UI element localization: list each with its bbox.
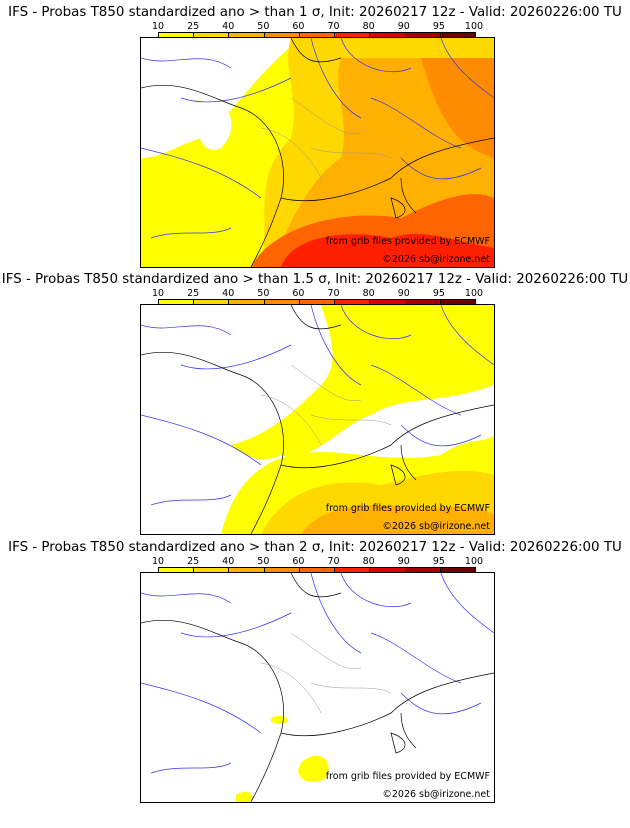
- colorbar-tick: 100: [464, 556, 484, 567]
- colorbar-tick: 95: [432, 288, 445, 299]
- colorbar-tick: 10: [151, 556, 165, 567]
- colorbar-tick: 50: [257, 556, 270, 567]
- colorbar-tick: 70: [327, 288, 340, 299]
- colorbar-tick: 95: [432, 21, 445, 32]
- source-credit: from grib files provided by ECMWF: [325, 771, 490, 782]
- colorbar-tick: 70: [327, 21, 340, 32]
- colorbar-tick: 25: [187, 21, 200, 32]
- map-panel: IFS - Probas T850 standardized ano > tha…: [0, 540, 630, 808]
- colorbar-tick: 90: [397, 21, 410, 32]
- map-title: IFS - Probas T850 standardized ano > tha…: [1, 272, 629, 287]
- colorbar-tick: 25: [187, 288, 200, 299]
- colorbar-ticks: 10 25 40 50 60 70 80 90 95 100: [152, 556, 483, 567]
- colorbar-tick: 100: [464, 288, 484, 299]
- colorbar-ticks: 10 25 40 50 60 70 80 90 95 100: [152, 21, 483, 32]
- colorbar-tick: 90: [397, 556, 410, 567]
- colorbar-tick: 40: [222, 21, 235, 32]
- map-title: IFS - Probas T850 standardized ano > tha…: [8, 5, 622, 20]
- colorbar-ticks: 10 25 40 50 60 70 80 90 95 100: [152, 288, 483, 299]
- source-credit: from grib files provided by ECMWF: [325, 236, 490, 247]
- source-credit: from grib files provided by ECMWF: [325, 503, 490, 514]
- colorbar-tick: 60: [292, 556, 305, 567]
- colorbar-tick: 50: [257, 288, 270, 299]
- colorbar-tick: 25: [187, 556, 200, 567]
- probability-map: from grib files provided by ECMWF ©2026 …: [140, 304, 495, 535]
- probability-map: from grib files provided by ECMWF ©2026 …: [140, 37, 495, 268]
- colorbar-tick: 80: [362, 21, 375, 32]
- colorbar-tick: 10: [151, 288, 165, 299]
- map-graphic: [141, 38, 494, 267]
- colorbar-tick: 10: [151, 21, 165, 32]
- colorbar-tick: 40: [222, 288, 235, 299]
- colorbar-tick: 95: [432, 556, 445, 567]
- colorbar-tick: 40: [222, 556, 235, 567]
- copyright-credit: ©2026 sb@irizone.net: [382, 521, 490, 532]
- probability-map: from grib files provided by ECMWF ©2026 …: [140, 572, 495, 803]
- map-graphic: [141, 573, 494, 802]
- colorbar-tick: 100: [464, 21, 484, 32]
- map-panel: IFS - Probas T850 standardized ano > tha…: [0, 272, 630, 540]
- map-panel: IFS - Probas T850 standardized ano > tha…: [0, 5, 630, 273]
- map-graphic: [141, 305, 494, 534]
- copyright-credit: ©2026 sb@irizone.net: [382, 254, 490, 265]
- map-title: IFS - Probas T850 standardized ano > tha…: [8, 540, 622, 555]
- colorbar-tick: 90: [397, 288, 410, 299]
- colorbar-tick: 60: [292, 288, 305, 299]
- colorbar-tick: 80: [362, 288, 375, 299]
- colorbar-tick: 70: [327, 556, 340, 567]
- copyright-credit: ©2026 sb@irizone.net: [382, 789, 490, 800]
- colorbar-tick: 60: [292, 21, 305, 32]
- colorbar-tick: 50: [257, 21, 270, 32]
- colorbar-tick: 80: [362, 556, 375, 567]
